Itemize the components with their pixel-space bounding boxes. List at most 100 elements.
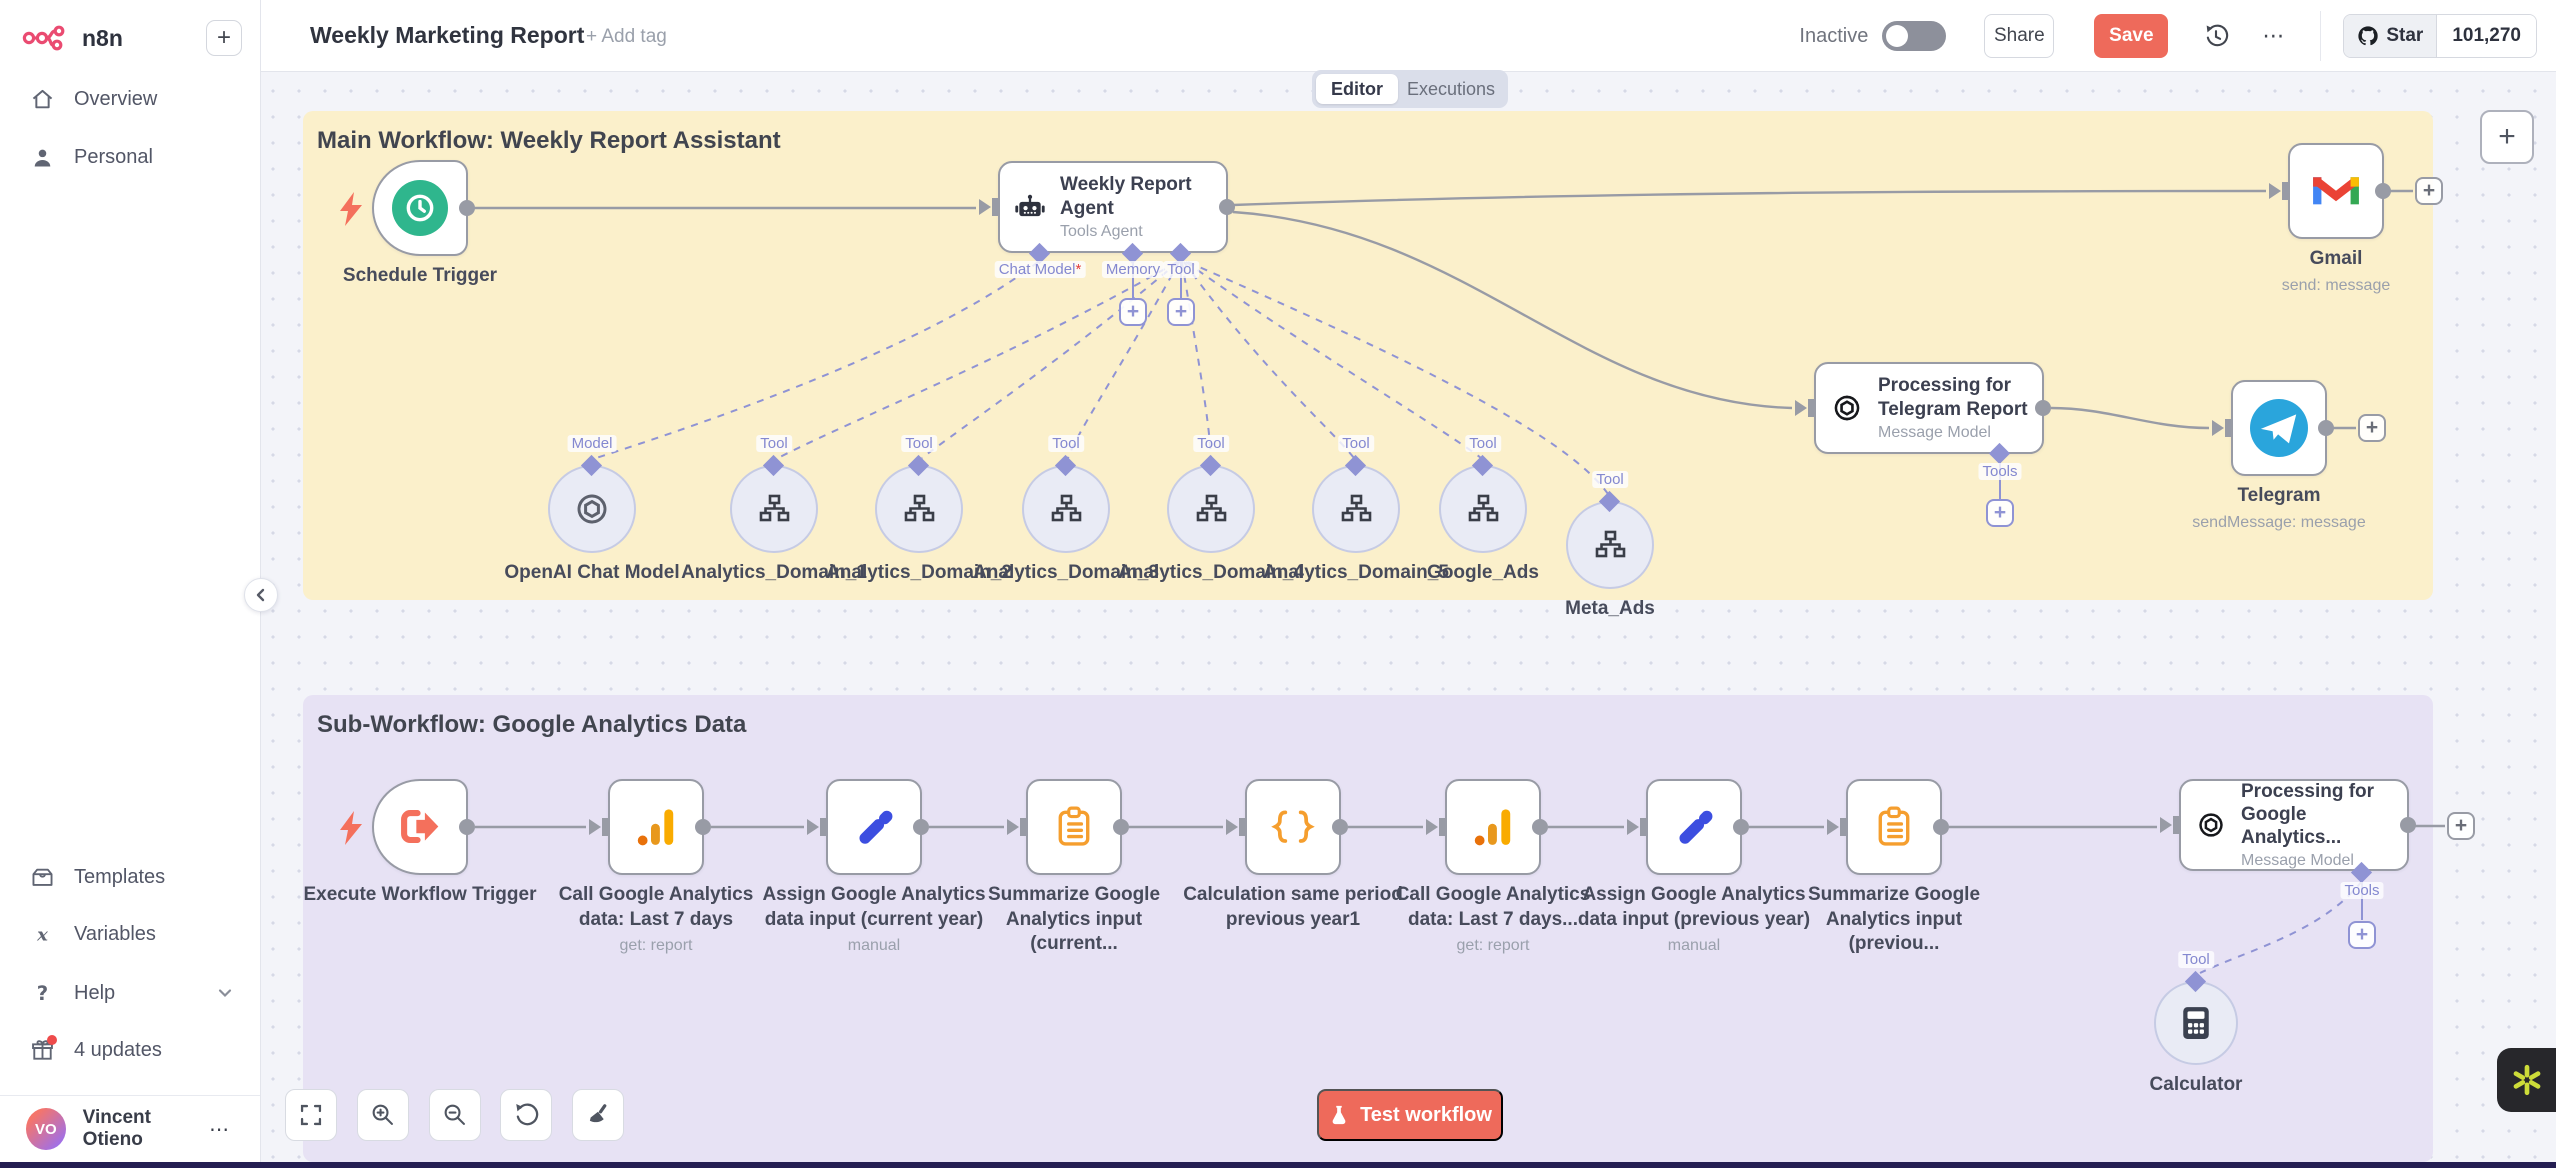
add-memory-button[interactable]: +: [1119, 298, 1147, 326]
zoom-out-button[interactable]: [429, 1089, 481, 1141]
node-meta-ads[interactable]: Tool Meta_Ads: [1565, 471, 1655, 619]
node-processing-telegram[interactable]: Processing for Telegram Report Message M…: [1795, 362, 2051, 454]
node-subtitle: Message Model: [1878, 423, 1991, 441]
test-workflow-button[interactable]: Test workflow: [1317, 1089, 1503, 1141]
node-google-ads[interactable]: Tool Google_Ads: [1427, 435, 1539, 583]
node-call-ga-current[interactable]: Call Google Analytics data: Last 7 days g…: [559, 779, 753, 954]
output-port[interactable]: [459, 819, 475, 835]
sidebar-item-templates[interactable]: Templates: [0, 854, 260, 900]
assistant-chat-button[interactable]: [2497, 1048, 2556, 1112]
chat-model-port-label: Chat Model*: [994, 261, 1086, 278]
add-next-node-button[interactable]: +: [2358, 414, 2386, 442]
node-assign-ga-previous[interactable]: Assign Google Analytics data input (prev…: [1578, 779, 1810, 954]
tab-executions[interactable]: Executions: [1406, 78, 1496, 99]
user-name: Vincent Otieno: [82, 1107, 151, 1150]
output-port[interactable]: [1113, 819, 1129, 835]
node-label: Call Google Analytics data: Last 7 days g…: [558, 884, 754, 955]
collapse-sidebar-button[interactable]: [244, 578, 278, 612]
create-workflow-button[interactable]: +: [206, 20, 242, 56]
add-tool-button[interactable]: +: [2348, 921, 2376, 949]
node-call-ga-previous[interactable]: Call Google Analytics data: Last 7 days.…: [1396, 779, 1590, 954]
output-port[interactable]: [1933, 819, 1949, 835]
node-summarize-ga-current[interactable]: Summarize Google Analytics input (curren…: [988, 779, 1160, 954]
output-port[interactable]: [2318, 420, 2334, 436]
output-port[interactable]: [459, 200, 475, 216]
node-assign-ga-current[interactable]: Assign Google Analytics data input (curr…: [762, 779, 986, 954]
reset-zoom-button[interactable]: [500, 1089, 552, 1141]
output-port[interactable]: [2400, 817, 2416, 833]
node-analytics-domain-4[interactable]: Tool Analytics_Domain_4: [1118, 435, 1304, 583]
input-port: [1426, 819, 1438, 835]
node-text: Processing for Telegram Report Message M…: [1878, 374, 2028, 441]
edit-pencil-icon: [828, 781, 920, 873]
templates-box-icon: [32, 868, 53, 886]
gmail-icon: [2290, 145, 2382, 237]
sitemap-icon: [1468, 494, 1498, 522]
output-port[interactable]: [2375, 183, 2391, 199]
output-port[interactable]: [1219, 199, 1235, 215]
zoom-to-fit-button[interactable]: [285, 1089, 337, 1141]
output-port[interactable]: [1733, 819, 1749, 835]
node-calculator[interactable]: Tool Calculator: [2150, 951, 2242, 1095]
node-calculation-previous-period[interactable]: Calculation same period previous year1: [1183, 779, 1403, 930]
tab-editor[interactable]: Editor: [1316, 74, 1398, 104]
workflow-title[interactable]: Weekly Marketing Report: [310, 22, 585, 48]
node-label: Google_Ads: [1427, 562, 1539, 583]
sticky-note-sub-workflow[interactable]: Sub-Workflow: Google Analytics Data: [303, 695, 2433, 1162]
add-node-button[interactable]: +: [2480, 110, 2534, 164]
node-summarize-ga-previous[interactable]: Summarize Google Analytics input (previo…: [1808, 779, 1980, 954]
more-options-button[interactable]: ⋯: [2252, 14, 2296, 58]
chevron-down-icon: [218, 989, 232, 998]
node-telegram[interactable]: Telegram sendMessage: message: [2192, 380, 2366, 531]
node-analytics-domain-2[interactable]: Tool Analytics_Domain_2: [826, 435, 1012, 583]
node-openai-chat-model[interactable]: Model OpenAI Chat Model: [504, 435, 680, 583]
node-execute-workflow-trigger[interactable]: Execute Workflow Trigger: [304, 779, 536, 905]
output-port[interactable]: [695, 819, 711, 835]
add-next-node-button[interactable]: +: [2447, 812, 2475, 840]
node-gmail[interactable]: Gmail send: message: [2269, 143, 2391, 294]
node-analytics-domain-5[interactable]: Tool Analytics_Domain_5: [1263, 435, 1449, 583]
save-button[interactable]: Save: [2094, 14, 2169, 58]
avatar[interactable]: VO: [26, 1108, 66, 1150]
output-port[interactable]: [1332, 819, 1348, 835]
tidy-up-button[interactable]: [572, 1089, 624, 1141]
add-tag-button[interactable]: + Add tag: [586, 26, 667, 47]
github-star-button[interactable]: Star: [2344, 15, 2438, 57]
node-label: Analytics_Domain_5: [1263, 562, 1449, 583]
node-analytics-domain-3[interactable]: Tool Analytics_Domain_3: [973, 435, 1159, 583]
github-star-count[interactable]: 101,270: [2437, 15, 2536, 57]
github-star-widget[interactable]: Star 101,270: [2343, 14, 2537, 58]
output-port[interactable]: [2035, 400, 2051, 416]
sidebar-item-variables[interactable]: x Variables: [0, 911, 260, 957]
input-port-bar: [1840, 818, 1846, 836]
active-toggle[interactable]: [1882, 21, 1947, 51]
user-options-icon[interactable]: ⋯: [209, 1118, 230, 1141]
add-tool-button[interactable]: +: [1986, 499, 2014, 527]
output-port[interactable]: [1532, 819, 1548, 835]
node-analytics-domain-1[interactable]: Tool Analytics_Domain_1: [681, 435, 867, 583]
sidebar-item-personal[interactable]: Personal: [0, 134, 260, 180]
node-label: Analytics_Domain_4: [1118, 562, 1304, 583]
output-port[interactable]: [913, 819, 929, 835]
add-next-node-button[interactable]: +: [2415, 177, 2443, 205]
input-port: [2269, 183, 2281, 199]
node-processing-google-analytics[interactable]: Processing for Google Analytics... Messa…: [2160, 779, 2416, 871]
node-weekly-report-agent[interactable]: Weekly Report Agent Tools Agent: [979, 161, 1235, 253]
node-schedule-trigger[interactable]: Schedule Trigger: [343, 160, 497, 286]
sidebar-item-updates[interactable]: 4 updates: [0, 1027, 260, 1073]
openai-icon: [577, 494, 607, 524]
zoom-in-button[interactable]: [357, 1089, 409, 1141]
sidebar-item-help[interactable]: ? Help: [0, 970, 260, 1016]
share-button[interactable]: Share: [1984, 14, 2055, 58]
execute-workflow-icon: [374, 781, 466, 873]
person-icon: [34, 149, 51, 167]
google-analytics-icon: [1447, 781, 1539, 873]
sidebar-user-menu[interactable]: VO Vincent Otieno ⋯: [0, 1100, 260, 1158]
sidebar-item-overview[interactable]: Overview: [0, 76, 260, 122]
history-button[interactable]: [2194, 14, 2238, 58]
add-tool-button[interactable]: +: [1167, 298, 1195, 326]
node-label: Assign Google Analytics data input (prev…: [1577, 884, 1811, 955]
tool-port-label: Tool: [756, 435, 792, 452]
node-label: Calculation same period previous year1: [1183, 884, 1403, 930]
